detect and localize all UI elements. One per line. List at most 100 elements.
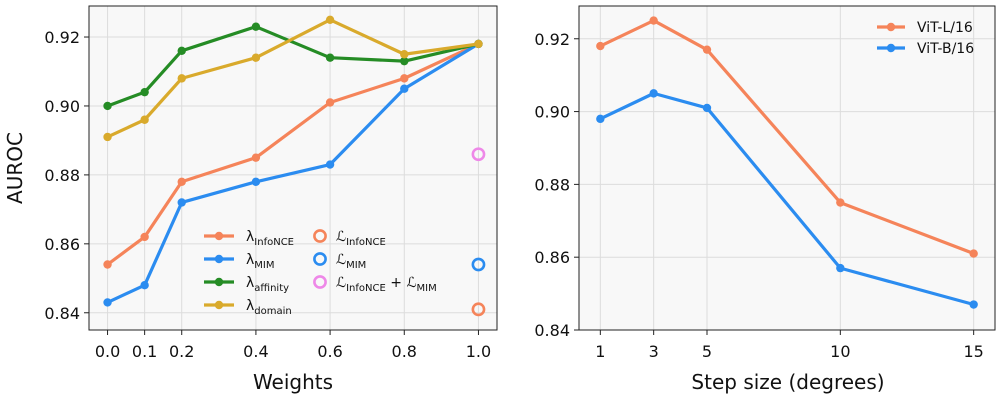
left-point-lambda-domain [474,39,483,49]
left-x-tick-label: 0.2 [169,342,194,361]
right-point-vit-l16 [836,198,845,207]
left-y-axis-label: AUROC [3,132,27,204]
legend-dot-vit-b16 [886,43,896,53]
right-x-tick-label: 3 [649,342,659,361]
left-point-lambda-domain [177,74,186,83]
legend-label-vit-l16: ViT-L/16 [917,20,973,36]
legend-entry-vit-l16: ViT-L/16 [877,20,973,36]
right-y-tick-label: 0.90 [534,103,570,122]
legend-label-loss-mim: ℒMIM [336,252,366,271]
left-x-tick-label: 0.4 [243,342,268,361]
legend-entry-loss-infonce: ℒInfoNCE [313,229,386,248]
legend-label-vit-b16: ViT-B/16 [917,41,974,57]
left-point-lambda-infonce [325,98,335,107]
left-y-tick-label: 0.92 [44,28,80,47]
left-point-lambda-domain [400,50,409,59]
right-point-vit-b16 [969,300,978,309]
left-point-lambda-infonce [177,177,186,186]
right-point-vit-b16 [596,114,605,124]
legend-label-lambda-affinity: λaffinity [246,275,289,294]
left-point-lambda-affinity [400,56,409,66]
right-series-vit-l16 [596,16,978,258]
legend-dot-vit-l16 [886,22,896,32]
right-y-tick-label: 0.92 [534,30,570,49]
left-y-tick-label: 0.86 [44,235,80,254]
left-point-lambda-domain [103,132,112,142]
legend-label-lambda-mim: λMIM [246,252,275,271]
legend-dot-lambda-infonce [214,231,224,241]
left-point-lambda-domain [251,53,261,62]
left-point-lambda-mim [103,298,112,307]
left-y-tick-label: 0.90 [44,97,80,116]
left-series-lambda-domain [103,15,483,142]
left-marker-loss-infonce [471,302,486,317]
left-point-lambda-mim [177,198,186,207]
right-x-tick-label: 5 [702,342,712,361]
left-point-lambda-mim [400,84,409,93]
left-chart: 0.0 0.1 0.2 0.4 0.6 0.8 1.0 0.84 0.86 0.88 0.90 0.9… [3,5,498,394]
right-y-tick-label: 0.84 [534,321,570,340]
left-point-lambda-affinity [251,22,261,31]
legend-label-loss-infonce: ℒInfoNCE [336,229,386,248]
left-point-lambda-mim [325,160,335,169]
left-marker-loss-both [471,147,486,162]
legend-entry-lambda-affinity: λaffinity [204,275,289,294]
left-point-lambda-affinity [103,101,112,111]
right-series-vit-b16 [596,89,978,309]
left-x-tick-label: 0.0 [95,342,120,361]
right-point-vit-b16 [702,103,712,113]
right-plot-border [578,5,996,331]
legend-label-loss-both: ℒInfoNCE + ℒMIM [336,275,437,294]
left-point-lambda-domain [325,15,335,24]
right-point-vit-b16 [649,89,658,98]
left-point-lambda-affinity [140,87,149,97]
legend-label-lambda-infonce: λInfoNCE [246,229,294,248]
right-point-vit-l16 [596,41,605,51]
left-ticks: 0.0 0.1 0.2 0.4 0.6 0.8 1.0 0.84 0.86 0.88 0.90 0.9… [44,28,491,361]
right-plot-area [578,5,996,331]
right-x-axis-label: Step size (degrees) [691,370,884,394]
legend-entry-lambda-infonce: λInfoNCE [204,229,294,248]
legend-entry-loss-both: ℒInfoNCE + ℒMIM [313,275,437,294]
left-y-tick-label: 0.88 [44,166,80,185]
left-point-lambda-affinity [325,53,335,62]
right-y-tick-label: 0.88 [534,175,570,194]
left-point-lambda-infonce [400,74,409,83]
right-x-tick-label: 1 [595,342,605,361]
legend-marker-loss-both [313,275,327,289]
left-plot-border [88,5,498,331]
left-point-lambda-infonce [103,260,112,269]
left-x-axis-label: Weights [253,370,333,394]
right-gridlines [579,6,995,331]
right-series [596,16,978,309]
right-chart: 1 3 5 10 15 0.84 0.86 0.88 0.90 0.92 Step size (d… [534,5,996,394]
legend-entry-lambda-domain: λdomain [204,298,292,317]
left-x-tick-label: 1.0 [466,342,491,361]
left-point-lambda-affinity [177,46,186,56]
left-x-tick-label: 0.8 [392,342,417,361]
right-legend: ViT-L/16 ViT-B/16 [877,20,974,57]
left-legend: λInfoNCE λMIM λaffinity λdomain ℒInfoNCE ℒMIM… [204,229,437,317]
left-point-lambda-mim [140,280,149,290]
legend-marker-loss-infonce [313,229,327,243]
left-loss-markers [471,147,486,317]
left-point-lambda-infonce [140,232,149,242]
legend-label-lambda-domain: λdomain [246,298,292,317]
legend-dot-lambda-domain [214,300,224,310]
left-y-tick-label: 0.84 [44,304,80,323]
legend-dot-lambda-mim [214,254,224,264]
left-point-lambda-mim [251,177,261,186]
right-ticks: 1 3 5 10 15 0.84 0.86 0.88 0.90 0.92 [534,30,983,361]
left-series [103,15,483,307]
legend-entry-lambda-mim: λMIM [204,252,275,271]
left-point-lambda-domain [140,115,149,124]
right-point-vit-l16 [649,16,658,25]
legend-dot-lambda-affinity [214,277,224,287]
left-series-lambda-affinity [103,22,483,111]
left-gridlines [89,6,497,330]
right-point-vit-b16 [836,263,845,273]
left-marker-loss-mim [471,257,486,272]
legend-entry-vit-b16: ViT-B/16 [877,41,974,57]
left-plot-area [88,5,498,331]
